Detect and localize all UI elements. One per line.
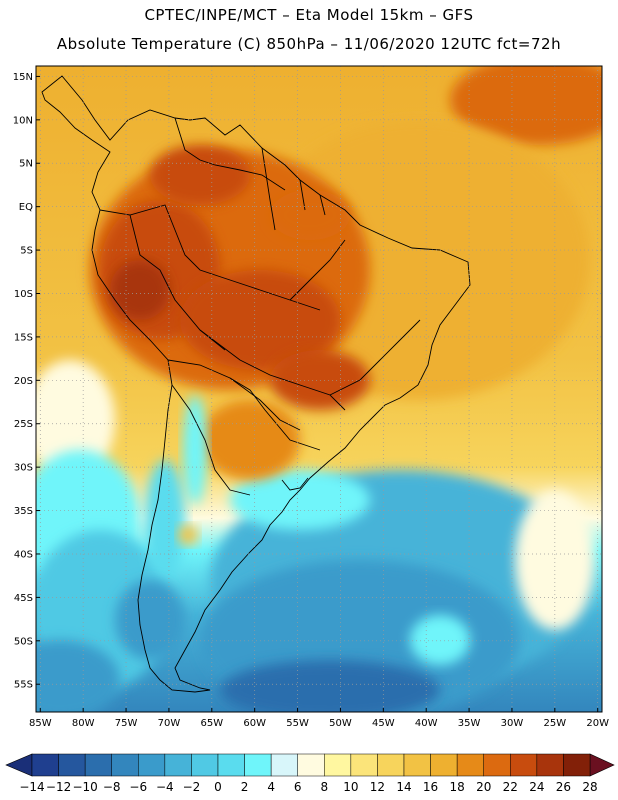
- colorbar-label: −14: [19, 780, 44, 794]
- colorbar-label: 18: [450, 780, 465, 794]
- colorbar: −14 −12 −10 −8 −6 −4 −2 0 2 4 6 8 10 12 14 16 18 20 22 24 26…: [5, 753, 615, 794]
- lon-label: 70W: [158, 718, 181, 729]
- lon-label: 40W: [415, 718, 438, 729]
- colorbar-over-arrow: [589, 753, 615, 777]
- colorbar-swatch: [217, 753, 245, 777]
- lon-label: 55W: [286, 718, 309, 729]
- map-title-line1: CPTEC/INPE/MCT – Eta Model 15km – GFS: [144, 6, 474, 24]
- lat-label: 15N: [13, 72, 33, 83]
- coastlines-borders: [41, 75, 471, 693]
- longitude-labels: 85W 80W 75W 70W 65W 60W 55W 50W 45W 40W 35W 30W 25W 2…: [29, 708, 609, 729]
- colorbar-label: −8: [103, 780, 121, 794]
- colorbar-swatch: [430, 753, 458, 777]
- lat-label: 5S: [20, 246, 33, 257]
- colorbar-swatch: [456, 753, 484, 777]
- colorbar-label: −10: [72, 780, 97, 794]
- colorbar-swatch: [111, 753, 139, 777]
- lat-label: 10N: [13, 115, 33, 126]
- colorbar-label: 28: [582, 780, 597, 794]
- colorbar-swatch: [191, 753, 219, 777]
- lat-label: 25S: [14, 419, 33, 430]
- colorbar-label: 14: [396, 780, 411, 794]
- colorbar-label: 4: [267, 780, 275, 794]
- colorbar-swatch: [58, 753, 86, 777]
- temperature-field: [36, 66, 602, 712]
- colorbar-label: 6: [294, 780, 302, 794]
- colorbar-label: −4: [156, 780, 174, 794]
- colorbar-swatch: [270, 753, 298, 777]
- lat-label: 5N: [19, 159, 33, 170]
- colorbar-label: 22: [503, 780, 518, 794]
- lat-label: 55S: [14, 680, 33, 691]
- colorbar-swatch: [244, 753, 272, 777]
- colorbar-swatch: [377, 753, 405, 777]
- colorbar-swatch: [324, 753, 352, 777]
- lat-label: 20S: [14, 376, 33, 387]
- colorbar-label: −2: [183, 780, 201, 794]
- colorbar-label: 20: [476, 780, 491, 794]
- colorbar-swatch: [536, 753, 564, 777]
- lon-label: 65W: [200, 718, 223, 729]
- colorbar-swatch: [483, 753, 511, 777]
- colorbar-label: 26: [556, 780, 571, 794]
- lat-label: 50S: [14, 636, 33, 647]
- colorbar-swatch: [563, 753, 591, 777]
- colorbar-label: 2: [241, 780, 249, 794]
- lon-label: 20W: [586, 718, 609, 729]
- colorbar-swatch: [138, 753, 166, 777]
- colorbar-label: 16: [423, 780, 438, 794]
- colorbar-swatch: [510, 753, 538, 777]
- lat-label: 30S: [14, 463, 33, 474]
- lon-label: 80W: [72, 718, 95, 729]
- latitude-labels: 15N 10N 5N EQ 5S 10S 15S 20S 25S 30S 35S 40S 45S 50S 5…: [13, 72, 40, 691]
- lon-label: 30W: [501, 718, 524, 729]
- map-title-line2: Absolute Temperature (C) 850hPa – 11/06/…: [56, 35, 562, 53]
- colorbar-label: 8: [320, 780, 328, 794]
- lat-label: EQ: [19, 202, 33, 213]
- colorbar-label: 0: [214, 780, 222, 794]
- colorbar-swatch: [84, 753, 112, 777]
- colorbar-label: −12: [46, 780, 71, 794]
- map-frame: [35, 65, 603, 713]
- lat-label: 15S: [14, 332, 33, 343]
- lon-label: 45W: [372, 718, 395, 729]
- colorbar-swatch: [297, 753, 325, 777]
- colorbar-swatch: [164, 753, 192, 777]
- lon-label: 60W: [243, 718, 266, 729]
- colorbar-label: −6: [129, 780, 147, 794]
- lon-label: 75W: [115, 718, 138, 729]
- colorbar-under-arrow: [5, 753, 33, 777]
- colorbar-swatch: [31, 753, 59, 777]
- colorbar-swatch: [350, 753, 378, 777]
- lon-label: 35W: [458, 718, 481, 729]
- lon-label: 25W: [544, 718, 567, 729]
- colorbar-label: 10: [343, 780, 358, 794]
- lat-label: 40S: [14, 549, 33, 560]
- colorbar-label: 12: [370, 780, 385, 794]
- lat-label: 45S: [14, 593, 33, 604]
- lat-label: 35S: [14, 506, 33, 517]
- lon-label: 85W: [29, 718, 52, 729]
- colorbar-label: 24: [529, 780, 544, 794]
- lat-label: 10S: [14, 289, 33, 300]
- lon-label: 50W: [329, 718, 352, 729]
- colorbar-swatch: [403, 753, 431, 777]
